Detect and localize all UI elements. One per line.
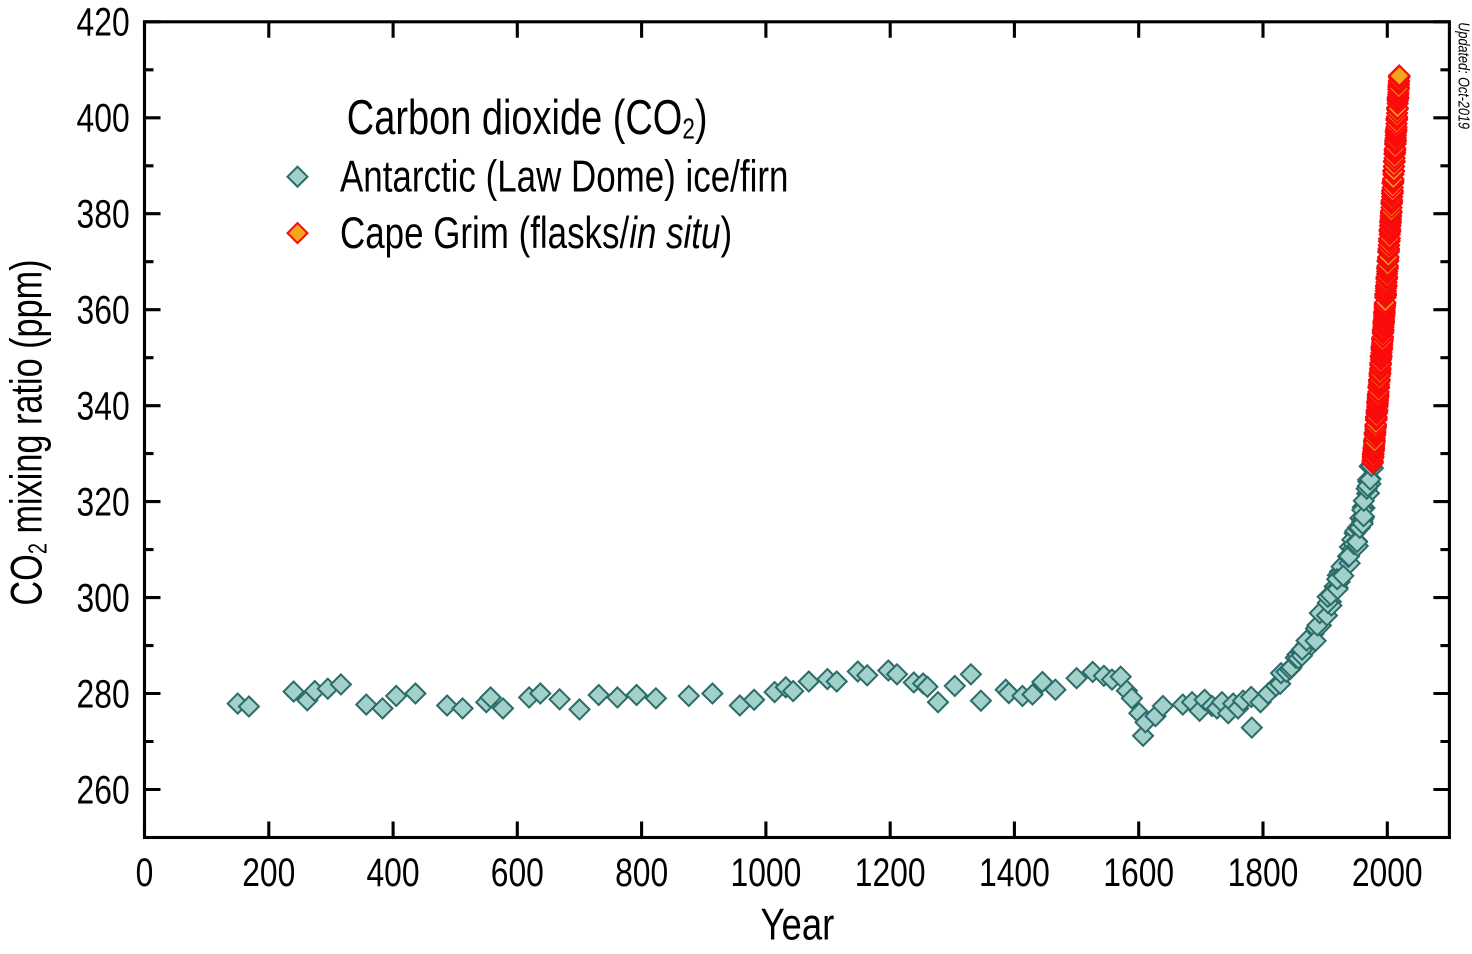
svg-text:200: 200 (242, 849, 295, 894)
svg-text:360: 360 (77, 287, 130, 332)
svg-text:400: 400 (77, 95, 130, 140)
svg-text:1800: 1800 (1228, 849, 1299, 894)
svg-text:Updated: Oct-2019: Updated: Oct-2019 (1454, 22, 1472, 129)
svg-text:Antarctic (Law Dome) ice/firn: Antarctic (Law Dome) ice/firn (340, 153, 788, 202)
svg-text:0: 0 (136, 849, 154, 894)
svg-text:280: 280 (77, 671, 130, 716)
svg-text:1400: 1400 (979, 849, 1050, 894)
svg-text:1000: 1000 (731, 849, 802, 894)
svg-text:2000: 2000 (1352, 849, 1423, 894)
svg-text:400: 400 (366, 849, 419, 894)
svg-text:1600: 1600 (1103, 849, 1174, 894)
svg-text:420: 420 (77, 0, 130, 45)
svg-text:260: 260 (77, 767, 130, 812)
svg-text:800: 800 (615, 849, 668, 894)
svg-text:Carbon dioxide (CO2): Carbon dioxide (CO2) (347, 91, 708, 146)
svg-text:380: 380 (77, 191, 130, 236)
svg-text:340: 340 (77, 383, 130, 428)
svg-text:1200: 1200 (855, 849, 926, 894)
svg-text:320: 320 (77, 479, 130, 524)
svg-text:300: 300 (77, 575, 130, 620)
svg-text:Cape Grim (flasks/in situ): Cape Grim (flasks/in situ) (340, 209, 732, 258)
svg-text:600: 600 (491, 849, 544, 894)
svg-text:Year: Year (761, 899, 835, 949)
